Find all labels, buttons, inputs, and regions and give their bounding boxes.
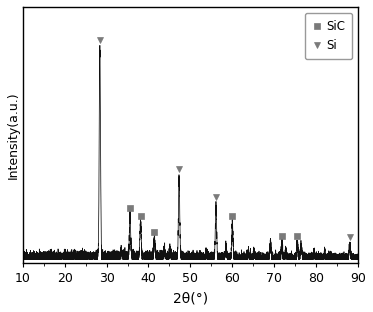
Y-axis label: Intensity(a.u.): Intensity(a.u.): [7, 91, 20, 179]
X-axis label: 2θ(°): 2θ(°): [173, 291, 208, 305]
Legend: SiC, Si: SiC, Si: [305, 13, 352, 59]
